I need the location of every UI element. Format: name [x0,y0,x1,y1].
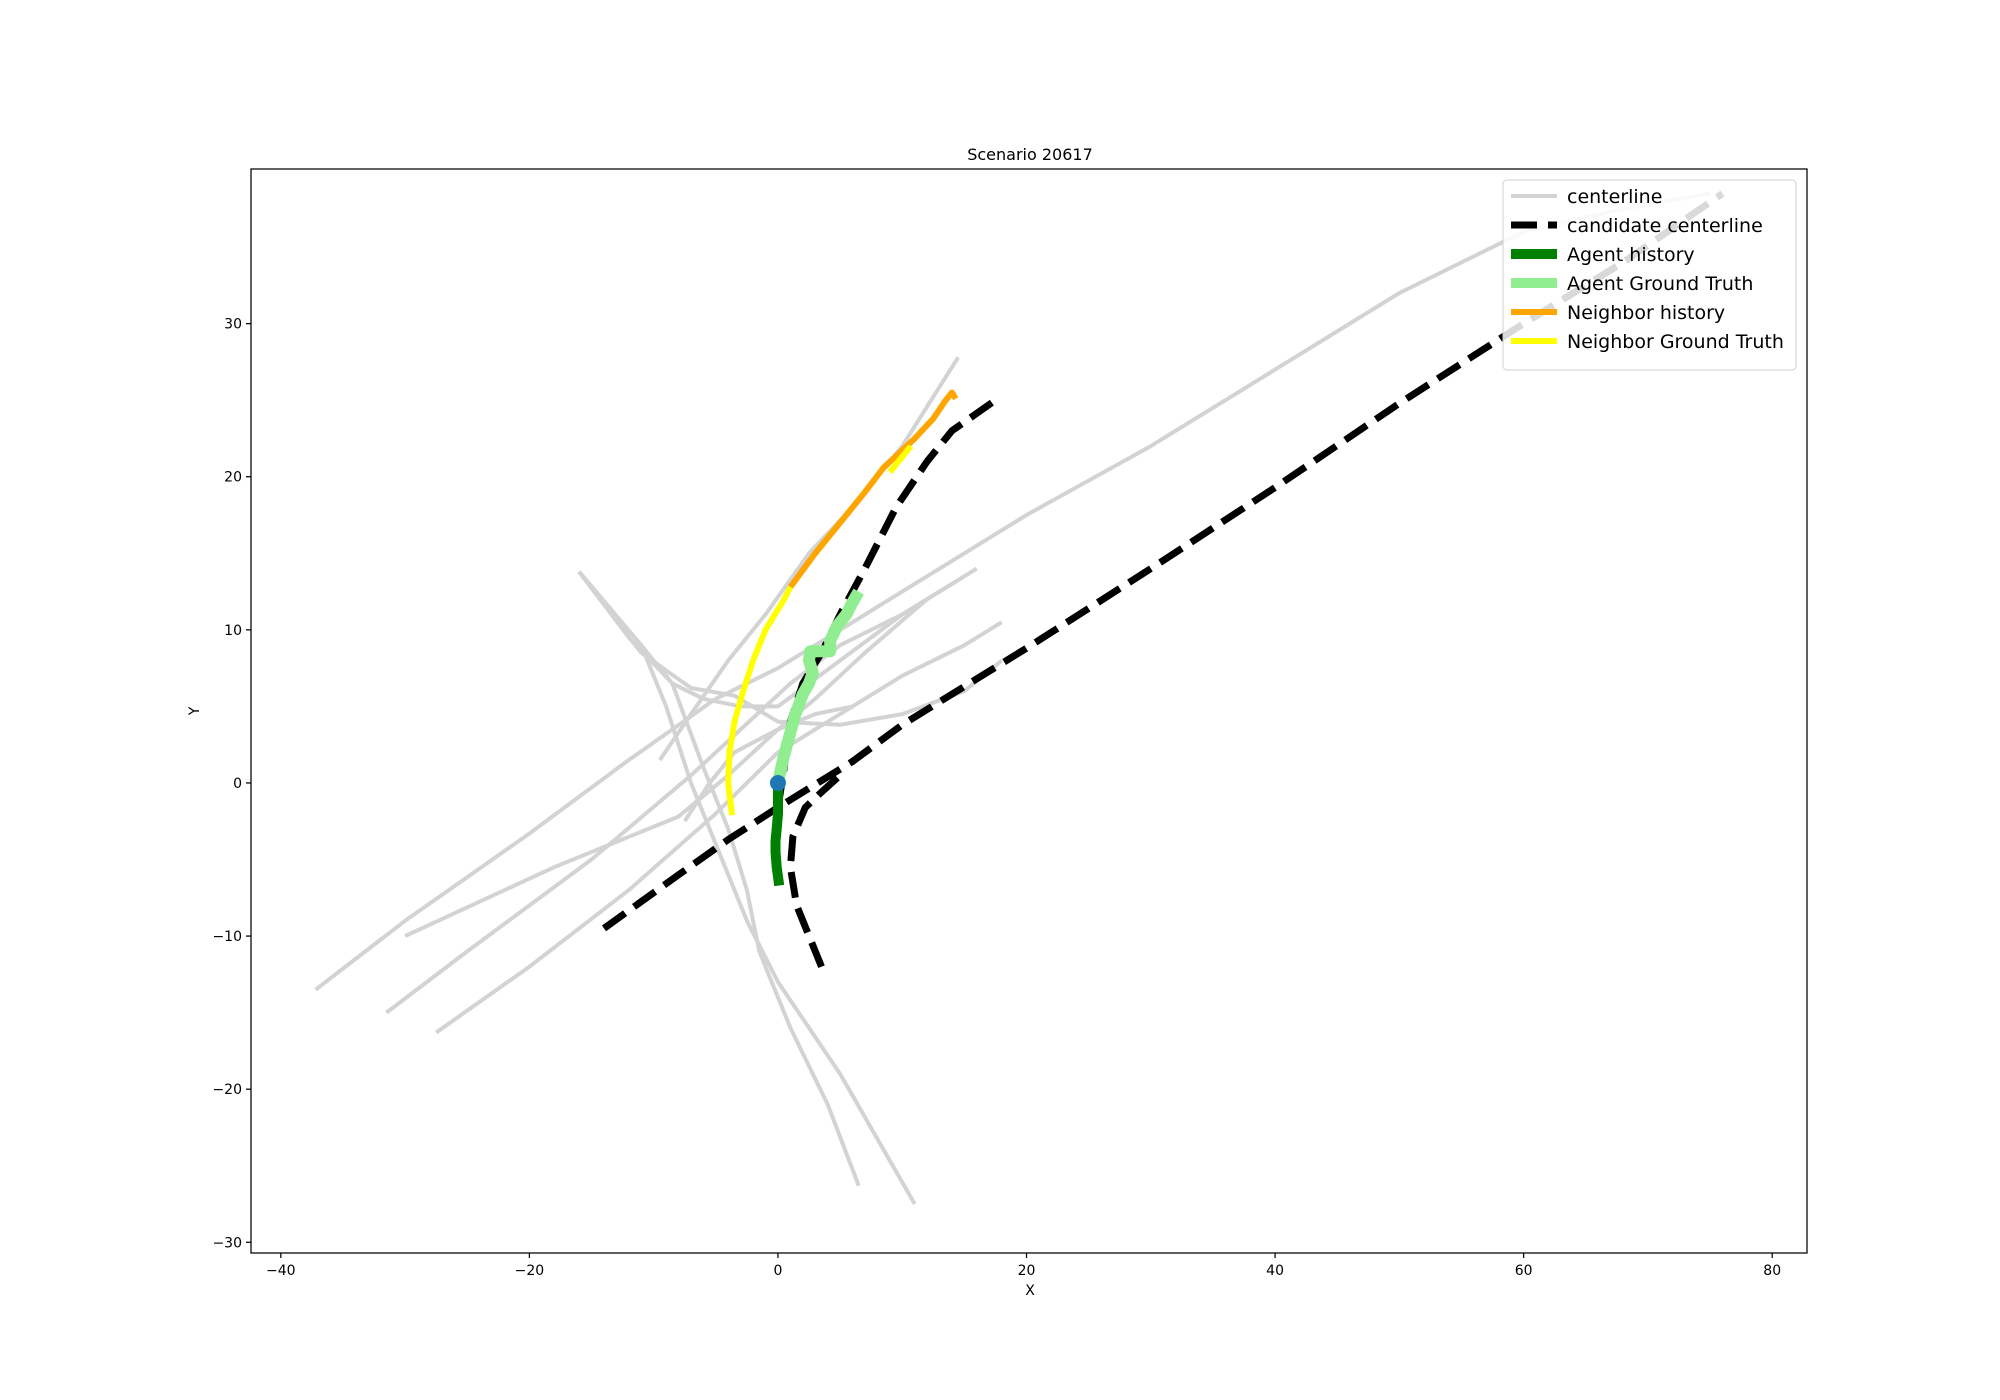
legend-label-agent-ground-truth: Agent Ground Truth [1567,273,1753,295]
agent-history-line-0 [770,783,785,887]
plot-frame [250,168,1808,1254]
y-axis: −30 −20 −10 0 10 20 30 [212,317,251,1251]
neighbor-ground-truth-line-0 [725,585,794,816]
legend-box [1502,179,1797,371]
centerline-line-4 [577,570,861,1187]
y-tick-label: 10 [224,623,242,639]
candidate-centerline-line-1 [786,772,843,969]
centerline-line-8 [404,597,929,938]
centerline-line-2 [435,620,1003,1035]
centerline-line-9 [683,704,853,823]
x-tick-label: 0 [773,1263,782,1279]
x-axis-label: X [1025,1283,1035,1299]
legend-label-neighbor-ground-truth: Neighbor Ground Truth [1567,331,1784,353]
agent-ground-truth-line-0 [772,588,864,785]
x-tick-label: 80 [1763,1263,1781,1279]
y-tick-label: −10 [212,929,242,945]
legend-label-candidate-centerline: candidate centerline [1567,215,1763,237]
series-layer [314,190,1725,1205]
neighbor-ground-truth-line-1 [887,444,914,475]
x-tick-label: −40 [266,1263,296,1279]
legend-label-agent-history: Agent history [1567,244,1695,266]
centerline-line-1 [385,566,978,1015]
y-tick-label: 20 [224,470,242,486]
centerline-line-6 [577,570,917,1205]
y-tick-label: −30 [212,1235,242,1251]
x-tick-label: 60 [1515,1263,1533,1279]
centerline-line-0 [314,191,1711,992]
legend-label-centerline: centerline [1567,186,1662,208]
x-tick-label: −20 [515,1263,545,1279]
agent-position-marker [769,774,786,791]
x-tick-label: 40 [1266,1263,1284,1279]
y-tick-label: 30 [224,317,242,333]
y-tick-label: 0 [233,776,242,792]
x-tick-label: 20 [1018,1263,1036,1279]
y-tick-label: −20 [212,1082,242,1098]
x-axis: −40 −20 0 20 40 60 80 [266,1253,1781,1279]
legend: centerline candidate centerline Agent hist… [1502,179,1797,371]
neighbor-history-line-0 [787,389,959,589]
legend-label-neighbor-history: Neighbor history [1567,302,1725,324]
chart-title: Scenario 20617 [967,145,1093,164]
y-axis-label: Y [187,706,203,716]
